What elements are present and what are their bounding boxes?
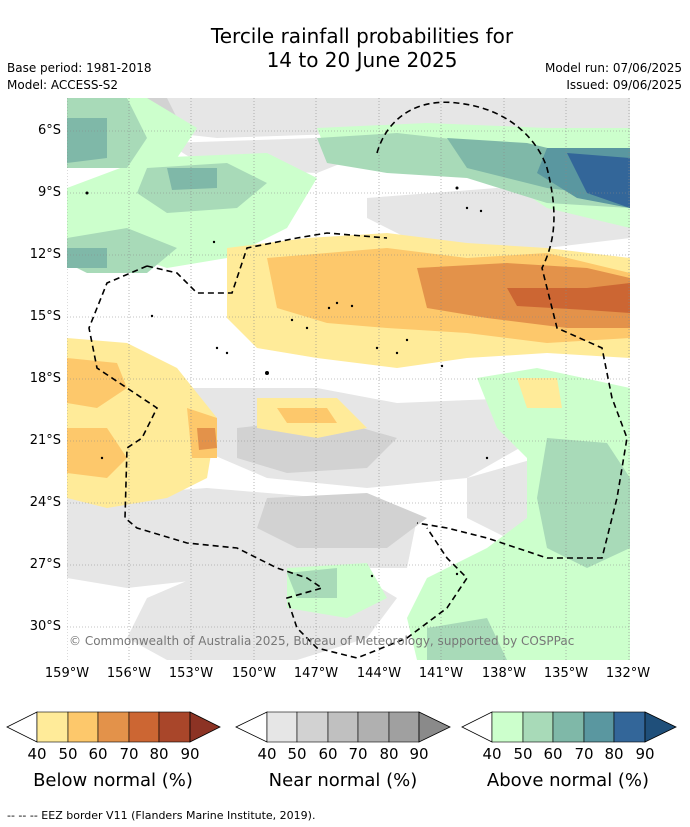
issued-date: Issued: 09/06/2025 <box>566 78 682 92</box>
legend-tick: 40 <box>27 745 47 763</box>
legend-tick: 60 <box>88 745 108 763</box>
legend-tick: 50 <box>58 745 78 763</box>
legend-tick: 80 <box>379 745 399 763</box>
title-line-2: 14 to 20 June 2025 <box>266 48 458 72</box>
legend-tick: 40 <box>482 745 502 763</box>
legend-colorbars <box>6 711 677 743</box>
title-line-1: Tercile rainfall probabilities for <box>210 24 514 48</box>
lon-label: 138°W <box>481 666 527 681</box>
grid-lines <box>67 98 630 660</box>
above-normal-colorbar <box>461 711 677 743</box>
lon-label: 150°W <box>231 666 277 681</box>
legend-tick: 50 <box>287 745 307 763</box>
lon-label: 156°W <box>106 666 152 681</box>
islands <box>85 186 489 578</box>
legend-tick: 90 <box>409 745 429 763</box>
meta-left: Base period: 1981-2018 Model: ACCESS-S2 <box>7 60 152 94</box>
legend-tick: 40 <box>257 745 277 763</box>
map-panel: © Commonwealth of Australia 2025, Bureau… <box>67 98 630 660</box>
lon-label: 147°W <box>293 666 339 681</box>
model-run: Model run: 07/06/2025 <box>544 61 682 75</box>
eez-border <box>88 101 628 659</box>
legend-tick: 50 <box>513 745 533 763</box>
lon-label: 153°W <box>168 666 214 681</box>
lat-label: 18°S <box>29 371 61 386</box>
lon-label: 135°W <box>543 666 589 681</box>
near-normal-label: Near normal (%) <box>268 770 418 791</box>
legend-tick: 70 <box>119 745 139 763</box>
near-normal-colorbar <box>235 711 451 743</box>
below-normal-stronger <box>507 283 630 313</box>
copyright-notice: © Commonwealth of Australia 2025, Bureau… <box>69 634 575 648</box>
lat-label: 27°S <box>29 557 61 572</box>
legend-tick: 70 <box>348 745 368 763</box>
legend-tick: 80 <box>604 745 624 763</box>
eez-footnote: -- -- -- EEZ border V11 (Flanders Marine… <box>7 809 316 822</box>
lat-label: 24°S <box>29 495 61 510</box>
legend-tick: 60 <box>318 745 338 763</box>
legend-tick: 60 <box>543 745 563 763</box>
lat-label: 15°S <box>29 309 61 324</box>
lon-label: 132°W <box>605 666 651 681</box>
map-title: Tercile rainfall probabilities for 14 to… <box>0 24 690 72</box>
lon-label: 159°W <box>44 666 90 681</box>
below-normal-label: Below normal (%) <box>33 770 193 791</box>
lat-label: 9°S <box>37 185 61 200</box>
lat-label: 6°S <box>37 123 61 138</box>
meta-right: Model run: 07/06/2025 Issued: 09/06/2025 <box>545 60 682 94</box>
lon-label: 141°W <box>418 666 464 681</box>
lat-label: 30°S <box>29 619 61 634</box>
model-name: Model: ACCESS-S2 <box>7 78 119 92</box>
lon-label: 144°W <box>356 666 402 681</box>
lat-label: 12°S <box>29 247 61 262</box>
legend-tick: 70 <box>574 745 594 763</box>
legend-tick: 80 <box>149 745 169 763</box>
below-normal-colorbar <box>6 711 221 743</box>
base-period: Base period: 1981-2018 <box>7 61 152 75</box>
legend-tick: 90 <box>635 745 655 763</box>
above-normal-max <box>567 153 630 208</box>
lat-label: 21°S <box>29 433 61 448</box>
rainfall-map <box>67 98 630 660</box>
above-normal-label: Above normal (%) <box>486 770 650 791</box>
legend-tick: 90 <box>180 745 200 763</box>
